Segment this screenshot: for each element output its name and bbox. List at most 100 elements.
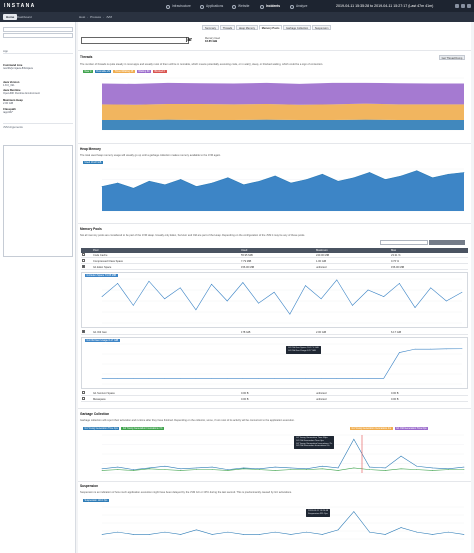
divider (78, 408, 471, 409)
old-gen-point (367, 377, 369, 379)
gc-young-time-point (432, 467, 433, 469)
help-icon[interactable] (455, 4, 459, 8)
pool-name: G1 Survivor Space (93, 392, 115, 395)
suspension-chart[interactable] (78, 505, 471, 543)
tab-heap-memory[interactable]: Heap Memory (235, 25, 259, 30)
crumb-jvm[interactable]: JVM (106, 15, 113, 19)
suspension-point (148, 534, 150, 535)
table-row[interactable]: Code Cache 55.95 MiB 240.00 MiB 23.31 % (81, 253, 468, 259)
nav-label: Infrastructure (172, 4, 191, 8)
suspension-point (243, 534, 244, 535)
suspension-description: Suspension is an indication of how much … (80, 491, 292, 494)
old-gen-point (164, 377, 165, 379)
row-checkbox[interactable] (82, 259, 85, 262)
table-row[interactable]: G1 Eden Space 156.00 MiB unlimited 156.0… (81, 265, 468, 271)
suspension-point (337, 529, 339, 531)
col-used[interactable]: Used (241, 249, 248, 252)
nav-incidents[interactable]: Incidents (260, 3, 280, 10)
incidents-icon (260, 4, 264, 9)
memory-used-label: Memory Used (205, 37, 220, 40)
old-gen-point (414, 348, 416, 350)
heap-used-point (164, 184, 166, 186)
legend-blocked[interactable]: Blocked 0 (153, 70, 167, 74)
user-icon[interactable] (467, 4, 471, 8)
row-checkbox[interactable] (82, 397, 85, 400)
row-checkbox[interactable] (82, 265, 85, 268)
legend-timed-waiting[interactable]: Timed Waiting 45 (113, 70, 135, 74)
tab-garbage-collection[interactable]: Garbage Collection (283, 25, 312, 30)
gc-young-time-point (416, 465, 418, 467)
table-row[interactable]: Compressed Class Space 7.79 MiB 1.00 GiB… (81, 259, 468, 265)
tab-suspension[interactable]: Suspension (311, 25, 332, 30)
home-button[interactable]: Home (3, 14, 18, 20)
heap-used-area (102, 170, 464, 211)
analyze-icon (290, 4, 294, 9)
gc-young-time-point (211, 466, 213, 468)
legend-new[interactable]: New 0 (83, 70, 93, 74)
heap-used-point (416, 170, 418, 172)
nav-applications[interactable]: Applications (200, 3, 223, 10)
legend-young-gen-invocations[interactable]: G1 Young Generation Invocations 7/s (121, 427, 164, 431)
entity-suffix: jar (186, 37, 193, 43)
heap-used-point (384, 179, 386, 180)
old-gen-line (102, 348, 463, 379)
table-row[interactable]: Metaspace 0.00 B unlimited 0.00 B (81, 397, 468, 403)
table-row[interactable]: G1 Old Gen 178 GiB 2.00 GiB 6.17 GiB (81, 330, 468, 336)
main-content: Summary Threads Heap Memory Memory Pools… (78, 22, 471, 553)
tab-threads[interactable]: Threads (219, 25, 236, 30)
row-checkbox[interactable] (82, 330, 85, 333)
pool-sort-select[interactable] (429, 240, 465, 245)
legend-waiting[interactable]: Waiting 60 (136, 70, 151, 74)
old-gen-chart[interactable] (82, 338, 469, 390)
tab-memory-pools[interactable]: Memory Pools (258, 25, 283, 30)
col-pool[interactable]: Pool (93, 249, 99, 252)
row-checkbox[interactable] (82, 391, 85, 394)
tab-summary[interactable]: Summary (202, 25, 220, 30)
nav-infrastructure[interactable]: Infrastructure (166, 3, 191, 10)
gc-young-inv-point (416, 469, 418, 470)
gc-legend-right: G1 Young Generation Invocations 4/s G1 O… (350, 427, 429, 431)
eden-point (461, 291, 463, 293)
col-max[interactable]: Max (391, 249, 397, 252)
col-maximum[interactable]: Maximum (316, 249, 328, 252)
sidebar-filter-input[interactable] (3, 33, 73, 38)
detail-value: 1.8.0_191 (3, 84, 15, 88)
gc-young-inv-point (227, 470, 229, 471)
threads-description: The number of threads is quite steady in… (80, 63, 324, 66)
table-row[interactable]: G1 Survivor Space 0.00 B unlimited 0.00 … (81, 391, 468, 397)
instana-logo[interactable]: INSTANA (4, 3, 36, 9)
dashboard-link[interactable]: Dashboard (17, 15, 32, 19)
legend-suspension[interactable]: Suspension 110.17ps (83, 499, 109, 503)
old-gen-point (211, 377, 212, 379)
nav-analyze[interactable]: Analyze (290, 3, 307, 10)
date-range-picker[interactable]: 2019-04-11 15:35:28 to 2019-04-11 15:27:… (336, 4, 434, 8)
settings-icon[interactable] (461, 4, 465, 8)
heap-chart[interactable] (78, 167, 471, 217)
threads-chart[interactable] (78, 76, 471, 136)
gc-young-time-point (133, 469, 134, 470)
suspension-point (180, 534, 182, 535)
crumb-host[interactable]: Host (79, 15, 86, 19)
sidebar-search-input[interactable] (3, 27, 73, 32)
heap-title: Heap Memory (80, 147, 101, 151)
gc-young-inv-point (274, 470, 276, 471)
legend-old-gen-time[interactable]: G1 Old Generation Time 0ps (394, 427, 429, 431)
suspension-point (400, 527, 402, 528)
eden-chart[interactable] (82, 273, 469, 329)
get-thread-dump-button[interactable]: Get Thread Dump (439, 55, 465, 60)
old-gen-point (352, 377, 353, 379)
pool-search-input[interactable] (380, 240, 428, 245)
legend-used[interactable]: Used 19.22 GiB (83, 161, 103, 165)
legend-runnable[interactable]: Runnable 29 (94, 70, 112, 74)
nav-website[interactable]: Website (232, 3, 249, 10)
pool-name: Compressed Class Space (93, 260, 123, 263)
row-checkbox[interactable] (82, 253, 85, 256)
nav-label: Incidents (266, 4, 280, 8)
tooltip-line: G1 Old Gen Space 10:17 4 GiB (288, 347, 319, 349)
crumb-process[interactable]: Process (90, 15, 102, 19)
gc-chart[interactable] (78, 433, 471, 477)
gc-young-time-point (180, 468, 182, 470)
legend-young-gen-time[interactable]: G1 Young Generation Time 4ps (83, 427, 120, 431)
pool-max: 1.00 GiB (316, 260, 327, 263)
legend-old-gen-invocations[interactable]: G1 Young Generation Invocations 4/s (350, 427, 393, 431)
